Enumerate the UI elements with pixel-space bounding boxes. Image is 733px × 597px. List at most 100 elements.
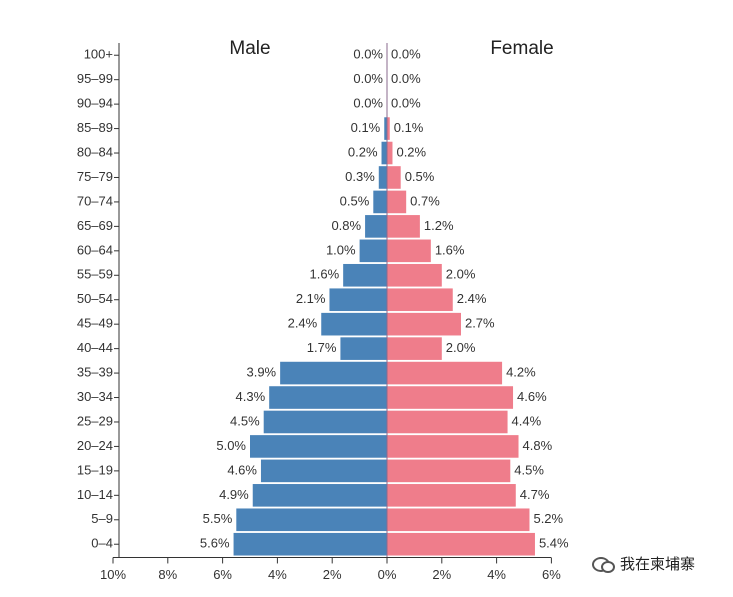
female-value-label: 0.2%	[396, 144, 426, 159]
bar-male	[236, 508, 387, 532]
age-label: 10–14	[77, 487, 113, 502]
x-tick-label: 6%	[213, 567, 232, 582]
female-value-label: 0.0%	[391, 71, 421, 86]
bar-male	[373, 190, 387, 214]
bar-male	[260, 459, 387, 483]
age-label: 65–69	[77, 218, 113, 233]
male-value-label: 4.6%	[227, 462, 257, 477]
female-value-label: 0.0%	[391, 96, 421, 111]
bar-male	[384, 117, 387, 140]
bar-male	[378, 166, 387, 189]
watermark-text: 我在柬埔寨	[620, 555, 696, 573]
bar-female	[387, 239, 431, 263]
male-value-label: 2.1%	[296, 291, 326, 306]
age-label: 95–99	[77, 71, 113, 86]
female-value-label: 4.4%	[512, 413, 542, 428]
x-tick-label: 4%	[487, 567, 506, 582]
age-label: 70–74	[77, 193, 113, 208]
x-tick-label: 0%	[378, 567, 397, 582]
male-value-label: 5.0%	[216, 438, 246, 453]
bar-female	[387, 190, 407, 214]
female-value-label: 1.2%	[424, 218, 454, 233]
age-label: 35–39	[77, 365, 113, 380]
male-value-label: 4.3%	[236, 389, 266, 404]
male-value-label: 1.6%	[310, 267, 340, 282]
bar-female	[387, 459, 511, 483]
age-label: 45–49	[77, 316, 113, 331]
bar-female	[387, 337, 442, 360]
bar-female	[387, 410, 508, 434]
age-label: 60–64	[77, 242, 113, 257]
male-value-label: 0.0%	[353, 96, 383, 111]
age-label: 80–84	[77, 144, 113, 159]
female-value-label: 0.0%	[391, 47, 421, 62]
female-value-label: 0.7%	[410, 193, 440, 208]
male-value-label: 1.7%	[307, 340, 337, 355]
age-label: 15–19	[77, 462, 113, 477]
bar-male	[280, 361, 387, 385]
bar-female	[387, 215, 420, 238]
female-value-label: 0.1%	[394, 120, 424, 135]
watermark: 我在柬埔寨	[592, 553, 695, 574]
bar-female	[387, 141, 393, 165]
female-value-label: 1.6%	[435, 242, 465, 257]
female-value-label: 2.0%	[446, 267, 476, 282]
bar-female	[387, 361, 503, 385]
age-label: 5–9	[91, 511, 113, 526]
age-label: 30–34	[77, 389, 113, 404]
bar-male	[329, 288, 387, 312]
age-label: 75–79	[77, 169, 113, 184]
male-value-label: 0.2%	[348, 144, 378, 159]
bar-female	[387, 312, 461, 336]
male-value-label: 0.1%	[351, 120, 381, 135]
bar-male	[343, 263, 387, 287]
bar-female	[387, 484, 516, 507]
male-value-label: 4.5%	[230, 413, 260, 428]
age-label: 0–4	[91, 536, 113, 551]
age-label: 20–24	[77, 438, 113, 453]
bar-female	[387, 435, 519, 458]
male-value-label: 2.4%	[288, 316, 318, 331]
x-tick-label: 10%	[100, 567, 126, 582]
bar-female	[387, 508, 530, 532]
x-tick-label: 2%	[323, 567, 342, 582]
male-value-label: 0.3%	[345, 169, 375, 184]
x-tick-label: 2%	[432, 567, 451, 582]
age-label: 50–54	[77, 291, 113, 306]
age-label: 40–44	[77, 340, 113, 355]
age-label: 25–29	[77, 413, 113, 428]
bar-male	[365, 215, 387, 238]
male-value-label: 1.0%	[326, 242, 356, 257]
male-value-label: 3.9%	[246, 365, 276, 380]
legend-male: Male	[229, 38, 270, 59]
male-value-label: 5.6%	[200, 536, 230, 551]
bar-male	[340, 337, 387, 360]
bar-male	[250, 435, 387, 458]
legend-female: Female	[490, 38, 553, 59]
male-value-label: 0.5%	[340, 193, 370, 208]
age-label: 100+	[84, 47, 113, 62]
female-value-label: 2.0%	[446, 340, 476, 355]
x-tick-label: 4%	[268, 567, 287, 582]
wechat-icon	[592, 555, 615, 573]
bar-female	[387, 288, 453, 312]
female-value-label: 4.7%	[520, 487, 550, 502]
age-label: 55–59	[77, 267, 113, 282]
x-tick-label: 6%	[542, 567, 561, 582]
female-value-label: 0.5%	[405, 169, 435, 184]
bar-female	[387, 532, 535, 556]
bar-female	[387, 166, 401, 189]
age-label: 85–89	[77, 120, 113, 135]
female-value-label: 5.4%	[539, 536, 569, 551]
female-value-label: 5.2%	[533, 511, 563, 526]
bar-female	[387, 117, 390, 140]
male-value-label: 0.8%	[331, 218, 361, 233]
bar-male	[321, 312, 387, 336]
male-value-label: 0.0%	[353, 71, 383, 86]
female-value-label: 4.6%	[517, 389, 547, 404]
male-value-label: 4.9%	[219, 487, 249, 502]
age-label: 90–94	[77, 96, 113, 111]
male-value-label: 0.0%	[353, 47, 383, 62]
bar-female	[387, 386, 514, 409]
